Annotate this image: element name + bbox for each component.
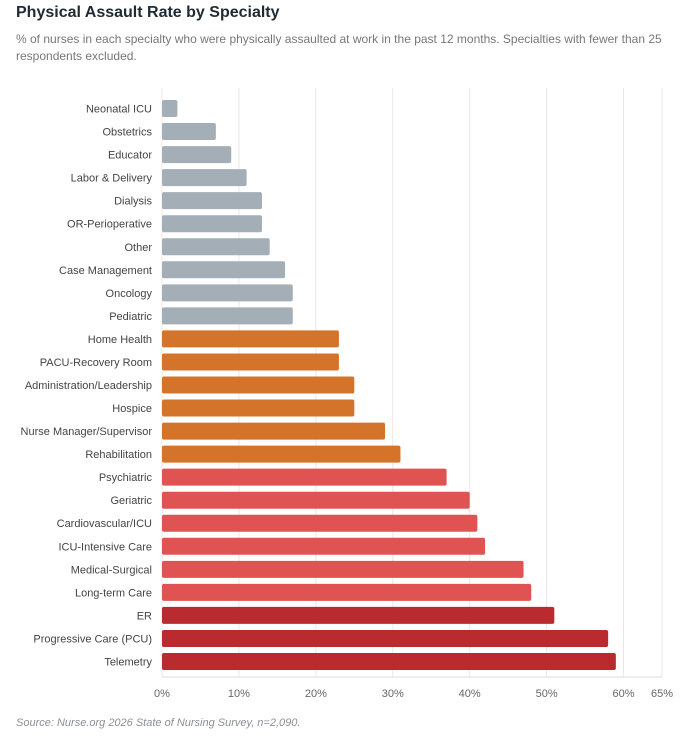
bar bbox=[162, 606, 555, 624]
category-label: PACU-Recovery Room bbox=[40, 357, 152, 369]
category-label: Obstetrics bbox=[102, 127, 152, 139]
category-label: Labor & Delivery bbox=[71, 173, 153, 185]
bar bbox=[162, 100, 178, 118]
category-label: Nurse Manager/Supervisor bbox=[21, 426, 153, 438]
bar bbox=[162, 445, 401, 463]
bar bbox=[162, 583, 532, 601]
bar bbox=[162, 399, 355, 417]
x-tick-label: 60% bbox=[613, 688, 635, 700]
category-label: Oncology bbox=[106, 288, 153, 300]
bar bbox=[162, 652, 616, 670]
x-tick-label: 30% bbox=[382, 688, 404, 700]
bar bbox=[162, 353, 339, 371]
bar bbox=[162, 537, 486, 555]
bar bbox=[162, 560, 524, 578]
chart-source: Source: Nurse.org 2026 State of Nursing … bbox=[16, 717, 301, 729]
bar bbox=[162, 146, 232, 164]
bar bbox=[162, 238, 270, 256]
category-label: Progressive Care (PCU) bbox=[33, 633, 152, 645]
x-tick-label: 65% bbox=[651, 688, 673, 700]
category-label: ICU-Intensive Care bbox=[58, 541, 152, 553]
category-label: Neonatal ICU bbox=[86, 104, 152, 116]
bar bbox=[162, 376, 355, 394]
category-label: ER bbox=[137, 610, 152, 622]
category-label: Long-term Care bbox=[75, 587, 152, 599]
bar bbox=[162, 330, 339, 348]
category-label: Case Management bbox=[59, 265, 152, 277]
bar bbox=[162, 169, 247, 187]
bar bbox=[162, 514, 478, 532]
chart-title: Physical Assault Rate by Specialty bbox=[16, 4, 280, 21]
category-label: Other bbox=[124, 242, 152, 254]
x-tick-label: 10% bbox=[228, 688, 250, 700]
category-label: Hospice bbox=[112, 403, 152, 415]
category-label: Educator bbox=[108, 150, 152, 162]
category-label: Psychiatric bbox=[99, 472, 153, 484]
category-label: Pediatric bbox=[109, 311, 152, 323]
category-label: Telemetry bbox=[104, 656, 152, 668]
bar bbox=[162, 284, 293, 302]
category-label: Geriatric bbox=[110, 495, 152, 507]
bar bbox=[162, 192, 262, 210]
bar bbox=[162, 215, 262, 233]
bar bbox=[162, 422, 386, 440]
category-label: Dialysis bbox=[114, 196, 152, 208]
bar bbox=[162, 261, 286, 279]
bar bbox=[162, 491, 470, 509]
category-label: Cardiovascular/ICU bbox=[57, 518, 152, 530]
category-label: Rehabilitation bbox=[85, 449, 152, 461]
bar bbox=[162, 123, 216, 141]
category-label: Medical-Surgical bbox=[71, 564, 152, 576]
category-label: OR-Perioperative bbox=[67, 219, 152, 231]
chart-subtitle: % of nurses in each specialty who were p… bbox=[16, 32, 662, 63]
bar bbox=[162, 307, 293, 325]
bar bbox=[162, 629, 609, 647]
category-label: Home Health bbox=[88, 334, 152, 346]
bar bbox=[162, 468, 447, 486]
x-tick-label: 20% bbox=[305, 688, 327, 700]
x-tick-label: 50% bbox=[536, 688, 558, 700]
x-tick-label: 0% bbox=[154, 688, 170, 700]
category-label: Administration/Leadership bbox=[25, 380, 152, 392]
x-tick-label: 40% bbox=[459, 688, 481, 700]
